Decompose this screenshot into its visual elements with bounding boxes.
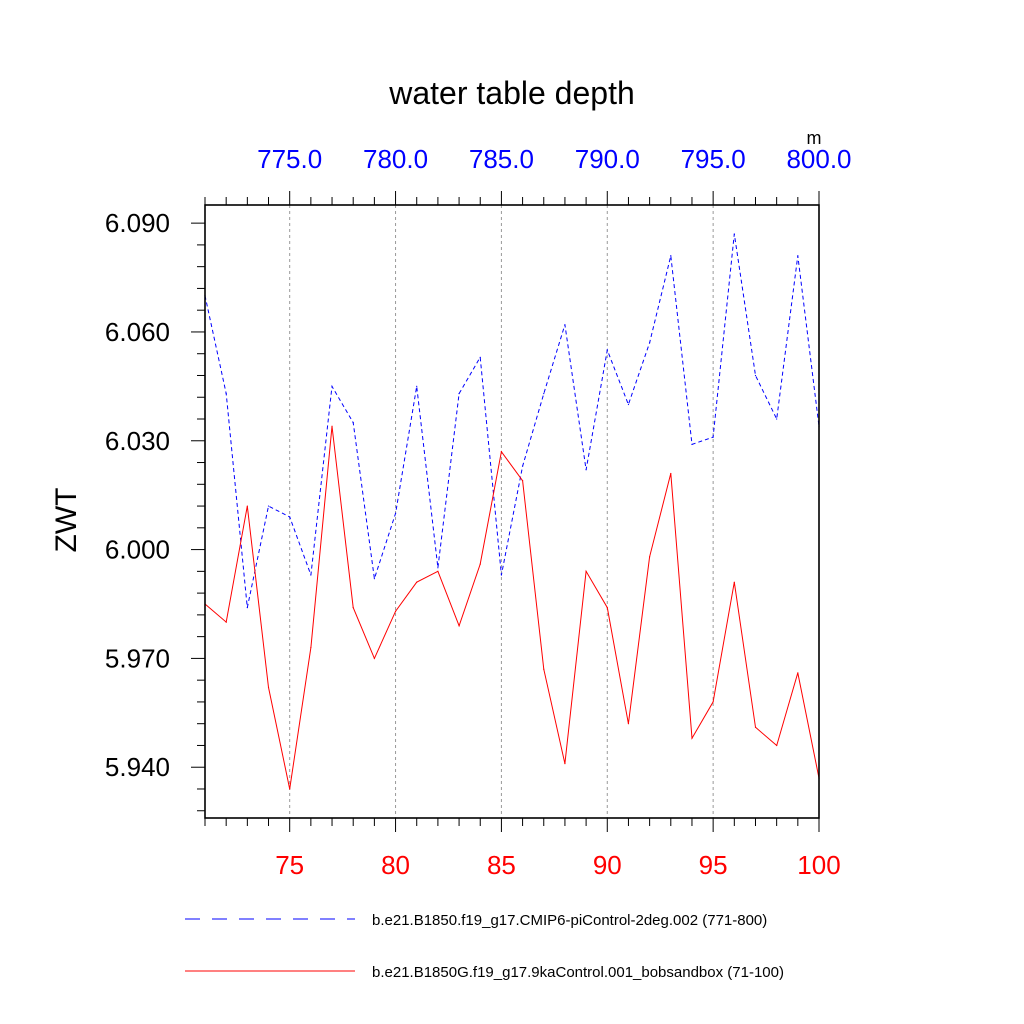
x-top-tick-label: 775.0 <box>257 144 322 174</box>
series-line-blue <box>204 233 820 608</box>
data-point-red <box>649 556 651 558</box>
data-point-red <box>416 581 418 583</box>
data-point-blue <box>225 393 227 395</box>
legend: b.e21.B1850.f19_g17.CMIP6-piControl-2deg… <box>185 912 784 981</box>
data-point-blue <box>352 422 354 424</box>
data-point-blue <box>310 574 312 576</box>
data-point-blue <box>733 233 735 235</box>
series-line-red <box>204 426 820 790</box>
data-point-blue <box>267 505 270 507</box>
y-tick-label: 5.940 <box>105 752 170 782</box>
data-point-blue <box>585 469 587 471</box>
data-point-red <box>394 610 397 612</box>
data-point-blue <box>373 578 375 580</box>
data-point-red <box>521 480 524 482</box>
data-point-red <box>289 788 291 790</box>
data-point-red <box>458 625 460 627</box>
x-bottom-tick-label: 85 <box>487 850 516 880</box>
data-point-red <box>246 505 248 507</box>
data-point-red <box>691 737 693 739</box>
data-point-red <box>585 570 587 572</box>
data-point-red <box>352 607 354 609</box>
x-bottom-tick-label: 100 <box>797 850 840 880</box>
data-point-blue <box>712 436 714 438</box>
data-point-blue <box>289 516 291 518</box>
legend-label-blue: b.e21.B1850.f19_g17.CMIP6-piControl-2deg… <box>372 912 767 929</box>
chart-title: water table depth <box>388 75 635 111</box>
data-point-blue <box>691 443 693 445</box>
data-point-red <box>754 726 757 728</box>
data-point-red <box>225 621 227 623</box>
y-axis-label: ZWT <box>50 488 83 553</box>
data-point-red <box>712 701 714 703</box>
data-point-blue <box>246 607 248 609</box>
axis-layer: 75 80 85 90 95 100 775.0 780.0 785.0 790.0 795.0 80… <box>105 144 852 880</box>
data-point-red <box>500 451 503 453</box>
data-point-blue <box>627 403 630 406</box>
data-point-red <box>543 668 545 670</box>
data-point-red <box>606 607 608 609</box>
data-point-red <box>310 646 312 649</box>
data-point-blue <box>606 349 608 351</box>
data-point-red <box>479 563 481 565</box>
x-top-tick-label: 795.0 <box>681 144 746 174</box>
y-tick-label: 6.060 <box>105 317 170 347</box>
x-bottom-tick-label: 80 <box>381 850 410 880</box>
x-top-tick-label: 780.0 <box>363 144 428 174</box>
x-bottom-tick-label: 75 <box>275 850 304 880</box>
x-bottom-tick-label: 95 <box>699 850 728 880</box>
data-point-blue <box>394 512 397 514</box>
data-point-red <box>267 686 270 689</box>
data-point-red <box>627 723 630 725</box>
data-point-blue <box>416 385 418 387</box>
data-point-red <box>670 472 672 475</box>
x-top-tick-label: 800.0 <box>786 144 851 174</box>
grid-layer <box>289 205 714 818</box>
data-point-red <box>437 570 439 572</box>
data-point-blue <box>797 255 799 257</box>
legend-label-red: b.e21.B1850G.f19_g17.9kaControl.001_bobs… <box>372 964 784 981</box>
y-tick-label: 6.030 <box>105 426 170 456</box>
data-point-blue <box>543 393 545 395</box>
data-point-blue <box>331 385 333 387</box>
data-point-red <box>776 744 778 747</box>
data-point-blue <box>564 324 566 326</box>
data-point-red <box>373 657 375 660</box>
data-point-blue <box>437 567 439 569</box>
data-point-red <box>733 581 735 583</box>
data-point-blue <box>670 255 672 257</box>
series-layer <box>204 233 820 790</box>
data-point-blue <box>458 393 460 395</box>
y-tick-label: 6.090 <box>105 208 170 238</box>
data-point-blue <box>754 374 757 377</box>
x-top-tick-label: 785.0 <box>469 144 534 174</box>
x-bottom-tick-label: 90 <box>593 850 622 880</box>
y-tick-label: 6.000 <box>105 535 170 565</box>
data-point-blue <box>521 465 524 467</box>
data-point-red <box>797 672 799 674</box>
data-point-blue <box>500 574 503 576</box>
y-tick-label: 5.970 <box>105 643 170 673</box>
data-point-blue <box>649 342 651 344</box>
data-point-blue <box>479 356 481 358</box>
units-label: m <box>807 128 822 148</box>
data-point-blue <box>776 418 778 420</box>
data-point-red <box>331 425 333 427</box>
data-point-red <box>564 762 566 765</box>
x-top-tick-label: 790.0 <box>575 144 640 174</box>
plot-frame <box>204 204 820 819</box>
